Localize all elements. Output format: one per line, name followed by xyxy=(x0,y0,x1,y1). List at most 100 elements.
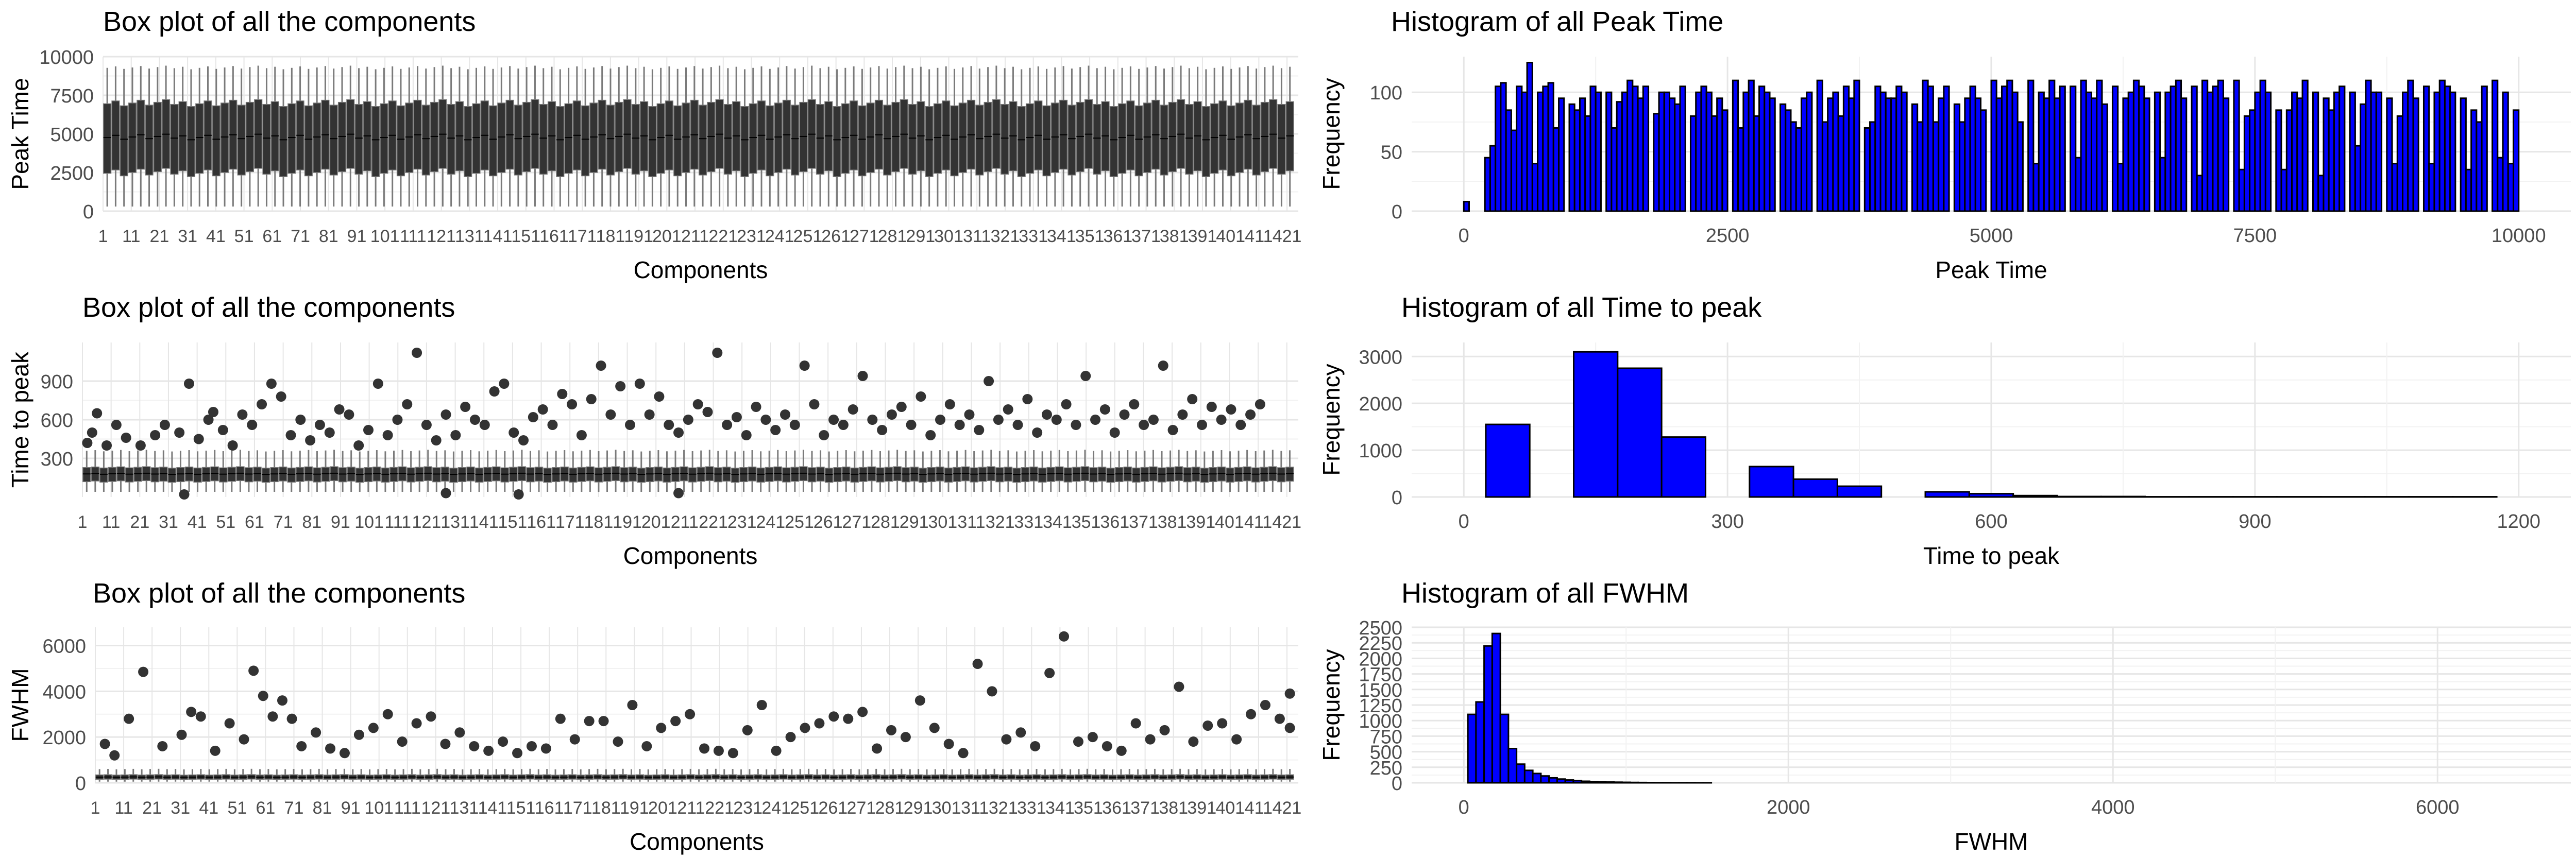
outlier-point xyxy=(692,399,703,409)
box xyxy=(925,106,934,177)
outlier-point xyxy=(210,745,221,756)
outlier-point xyxy=(325,743,336,754)
outlier-point xyxy=(224,718,235,729)
outlier-point xyxy=(311,727,321,738)
histogram-bar xyxy=(2391,163,2398,212)
x-axis-label: Components xyxy=(623,542,758,569)
box xyxy=(936,466,944,482)
box xyxy=(287,103,296,174)
histogram-bar xyxy=(2006,79,2013,212)
x-tick-label: 191 xyxy=(620,798,649,818)
box xyxy=(620,467,629,483)
histogram-bar xyxy=(1579,97,1586,212)
x-tick-label: 231 xyxy=(737,227,766,246)
histogram-bar xyxy=(2354,145,2362,212)
box xyxy=(220,102,229,173)
x-tick-label: 241 xyxy=(765,227,794,246)
box xyxy=(212,105,221,177)
outlier-point xyxy=(1216,415,1227,425)
outlier-point xyxy=(673,427,684,438)
histogram-bar xyxy=(2333,91,2341,212)
histogram-bar xyxy=(1484,157,1491,212)
x-tick-label: 121 xyxy=(427,227,456,246)
box xyxy=(509,467,518,482)
outlier-point xyxy=(87,427,97,438)
x-tick-label: 321 xyxy=(991,227,1020,246)
x-tick-label: 61 xyxy=(245,512,264,532)
histogram-bar xyxy=(2412,97,2419,212)
outlier-point xyxy=(440,488,451,499)
histogram-bar xyxy=(1463,201,1470,212)
outlier-point xyxy=(1090,415,1101,425)
histogram-bar xyxy=(1980,109,1987,212)
box xyxy=(278,466,287,482)
x-tick-label: 71 xyxy=(291,227,310,246)
y-tick-label: 2500 xyxy=(1359,617,1402,639)
x-tick-label: 1200 xyxy=(2497,511,2540,533)
histogram-bar xyxy=(1964,97,1971,212)
x-tick-label: 281 xyxy=(871,512,900,532)
box xyxy=(958,102,967,173)
outlier-point xyxy=(886,725,896,735)
panel-5: Box plot of all the components 0 2000 4000 6… xyxy=(7,578,1301,855)
histogram-bar xyxy=(1605,91,1613,212)
histogram-bar xyxy=(2233,79,2240,212)
histogram-bar xyxy=(2127,91,2134,212)
box xyxy=(193,467,202,483)
outlier-point xyxy=(1246,709,1257,719)
box xyxy=(464,106,472,177)
histogram-bar xyxy=(1505,109,1512,212)
outlier-point xyxy=(702,407,713,417)
box xyxy=(876,467,885,483)
histogram-bar xyxy=(1758,85,1766,212)
box xyxy=(1217,466,1226,482)
histogram-bar xyxy=(1548,777,1558,784)
box xyxy=(457,467,467,483)
histogram-bar xyxy=(1537,91,1544,212)
outlier-point xyxy=(1255,399,1265,409)
box xyxy=(449,468,458,483)
outlier-point xyxy=(751,402,761,412)
box xyxy=(1089,467,1098,483)
outlier-point xyxy=(1226,404,1236,415)
box xyxy=(637,468,646,483)
outlier-point xyxy=(1235,420,1246,430)
y-axis-label: Frequency xyxy=(1318,78,1345,190)
outlier-point xyxy=(176,729,187,740)
outlier-point xyxy=(314,420,325,430)
histogram-bar xyxy=(1531,163,1539,212)
box xyxy=(594,467,603,483)
box xyxy=(714,467,723,483)
histogram-bar xyxy=(1737,127,1744,212)
histogram-bar xyxy=(2080,79,2087,212)
x-tick-label: 31 xyxy=(171,798,190,818)
outlier-point xyxy=(1071,420,1081,430)
outlier-point xyxy=(426,711,436,722)
x-tick-label: 401 xyxy=(1215,512,1244,532)
outlier-point xyxy=(1188,736,1199,747)
histogram-bar xyxy=(1605,781,1615,784)
box xyxy=(497,102,506,173)
histogram-bar xyxy=(2301,79,2309,212)
histogram-bar xyxy=(1842,85,1850,212)
x-tick-label: 231 xyxy=(733,798,762,818)
outlier-point xyxy=(828,415,839,425)
outlier-point xyxy=(402,399,413,409)
histogram-bar xyxy=(1764,91,1771,212)
box xyxy=(560,466,569,482)
outlier-point xyxy=(121,433,131,443)
outlier-point xyxy=(526,741,537,751)
box xyxy=(99,467,108,483)
outlier-point xyxy=(699,743,710,754)
outlier-point xyxy=(397,736,408,747)
box xyxy=(176,467,185,483)
outlier-point xyxy=(987,686,997,697)
box xyxy=(380,103,388,174)
histogram-bar xyxy=(1516,85,1523,212)
outlier-point xyxy=(557,389,568,399)
y-tick-label: 0 xyxy=(1392,487,1402,509)
histogram-bar xyxy=(1879,91,1887,212)
histogram-bar xyxy=(2470,109,2478,212)
outlier-point xyxy=(1080,371,1091,381)
histogram-bar xyxy=(2254,91,2261,212)
